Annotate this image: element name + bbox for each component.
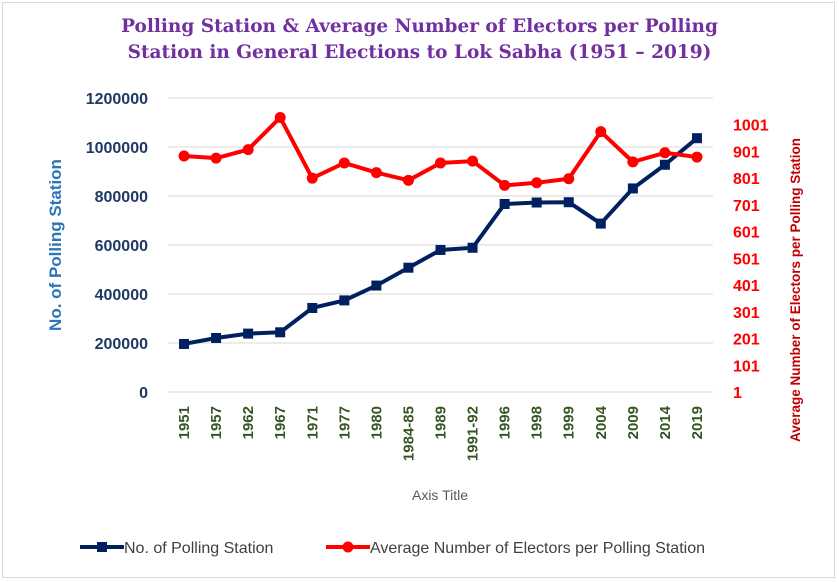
polling-station-point [371,280,382,291]
polling-station-point [659,159,670,170]
electors-point [370,167,382,179]
right-tick-label: 401 [733,278,760,295]
left-axis-title: No. of Polling Station [46,159,65,331]
right-tick-label: 201 [733,332,760,349]
left-tick-label: 200000 [95,336,148,353]
x-tick-label: 2009 [625,406,642,439]
electors-point [499,179,511,191]
electors-point [531,177,543,189]
chart-title-line-1: Polling Station & Average Number of Elec… [121,16,718,37]
polling-station-point [339,295,350,306]
electors-point [467,155,479,167]
legend-marker-circle [342,541,354,553]
legend-marker-square [97,542,107,552]
right-tick-label: 901 [733,144,760,161]
polling-station-point [435,244,446,255]
right-tick-label: 701 [733,198,760,215]
x-tick-label: 1962 [240,406,257,439]
electors-point [435,157,446,169]
polling-station-point [243,328,254,339]
x-tick-label: 1984-85 [400,406,417,461]
polling-station-point [531,197,542,208]
left-tick-label: 400000 [95,287,148,304]
electors-point [563,173,575,185]
legend-label-electors: Average Number of Electors per Polling S… [370,540,705,557]
x-tick-label: 1989 [433,406,450,439]
x-axis-title: Axis Title [412,487,468,503]
electors-point [306,172,318,184]
left-tick-label: 1200000 [86,91,148,108]
x-tick-label: 1967 [272,406,289,439]
right-tick-label: 1 [733,385,742,402]
x-tick-label: 1980 [368,406,385,439]
electors-point [627,156,639,168]
polling-station-point [499,198,510,209]
chart-title: Polling Station & Average Number of Elec… [0,14,839,66]
x-axis-ticks: 1951 1957 1962 1967 1971 1977 1980 1984-85 1989 1… [176,405,706,461]
right-axis-ticks: 1 101 201 301 401 501 601 701 801 901 1001 [733,118,769,402]
x-tick-label: 2004 [593,405,610,439]
left-axis-ticks: 0 200000 400000 600000 800000 1000000 1200000 [86,91,148,402]
right-tick-label: 1001 [733,118,769,135]
right-tick-label: 101 [733,358,760,375]
legend: No. of Polling Station Average Number of … [80,540,705,557]
series-group [178,112,703,349]
polling-station-point [627,183,638,194]
electors-point [659,147,671,159]
x-tick-label: 1971 [304,406,321,439]
polling-station-point [691,133,702,144]
electors-point [402,174,414,186]
x-tick-label: 1998 [529,406,546,439]
right-tick-label: 801 [733,171,760,188]
x-tick-label: 2019 [689,406,706,439]
gridlines [168,97,713,393]
x-tick-label: 1951 [176,406,193,439]
x-tick-label: 2014 [657,405,674,439]
series-line-electors [183,115,698,188]
polling-station-point [467,242,478,253]
chart-title-line-2: Station in General Elections to Lok Sabh… [127,42,712,63]
polling-station-point [211,332,222,343]
right-tick-label: 601 [733,225,760,242]
polling-station-point [179,338,190,349]
right-tick-label: 301 [733,305,760,322]
polling-station-point [403,262,414,273]
x-tick-label: 1999 [561,406,578,439]
electors-point [595,126,607,138]
polling-station-point [307,302,318,313]
electors-point [178,150,190,162]
polling-station-point [275,327,286,338]
right-axis-title: Average Number of Electors per Polling S… [788,138,803,442]
x-tick-label: 1957 [208,406,225,439]
series-line-polling-stations [183,136,699,346]
electors-point [274,112,286,124]
left-tick-label: 800000 [95,189,148,206]
x-tick-label: 1977 [336,406,353,439]
legend-label-polling-stations: No. of Polling Station [124,540,273,557]
electors-point [338,157,350,169]
electors-point [691,151,703,163]
polling-station-point [563,197,574,208]
right-tick-label: 501 [733,251,760,268]
polling-station-point [595,218,606,229]
left-tick-label: 600000 [95,238,148,255]
left-tick-label: 0 [139,385,148,402]
left-tick-label: 1000000 [86,140,148,157]
x-tick-label: 1996 [497,406,514,439]
electors-point [242,144,254,156]
x-tick-label: 1991-92 [465,406,482,461]
electors-point [210,152,222,164]
